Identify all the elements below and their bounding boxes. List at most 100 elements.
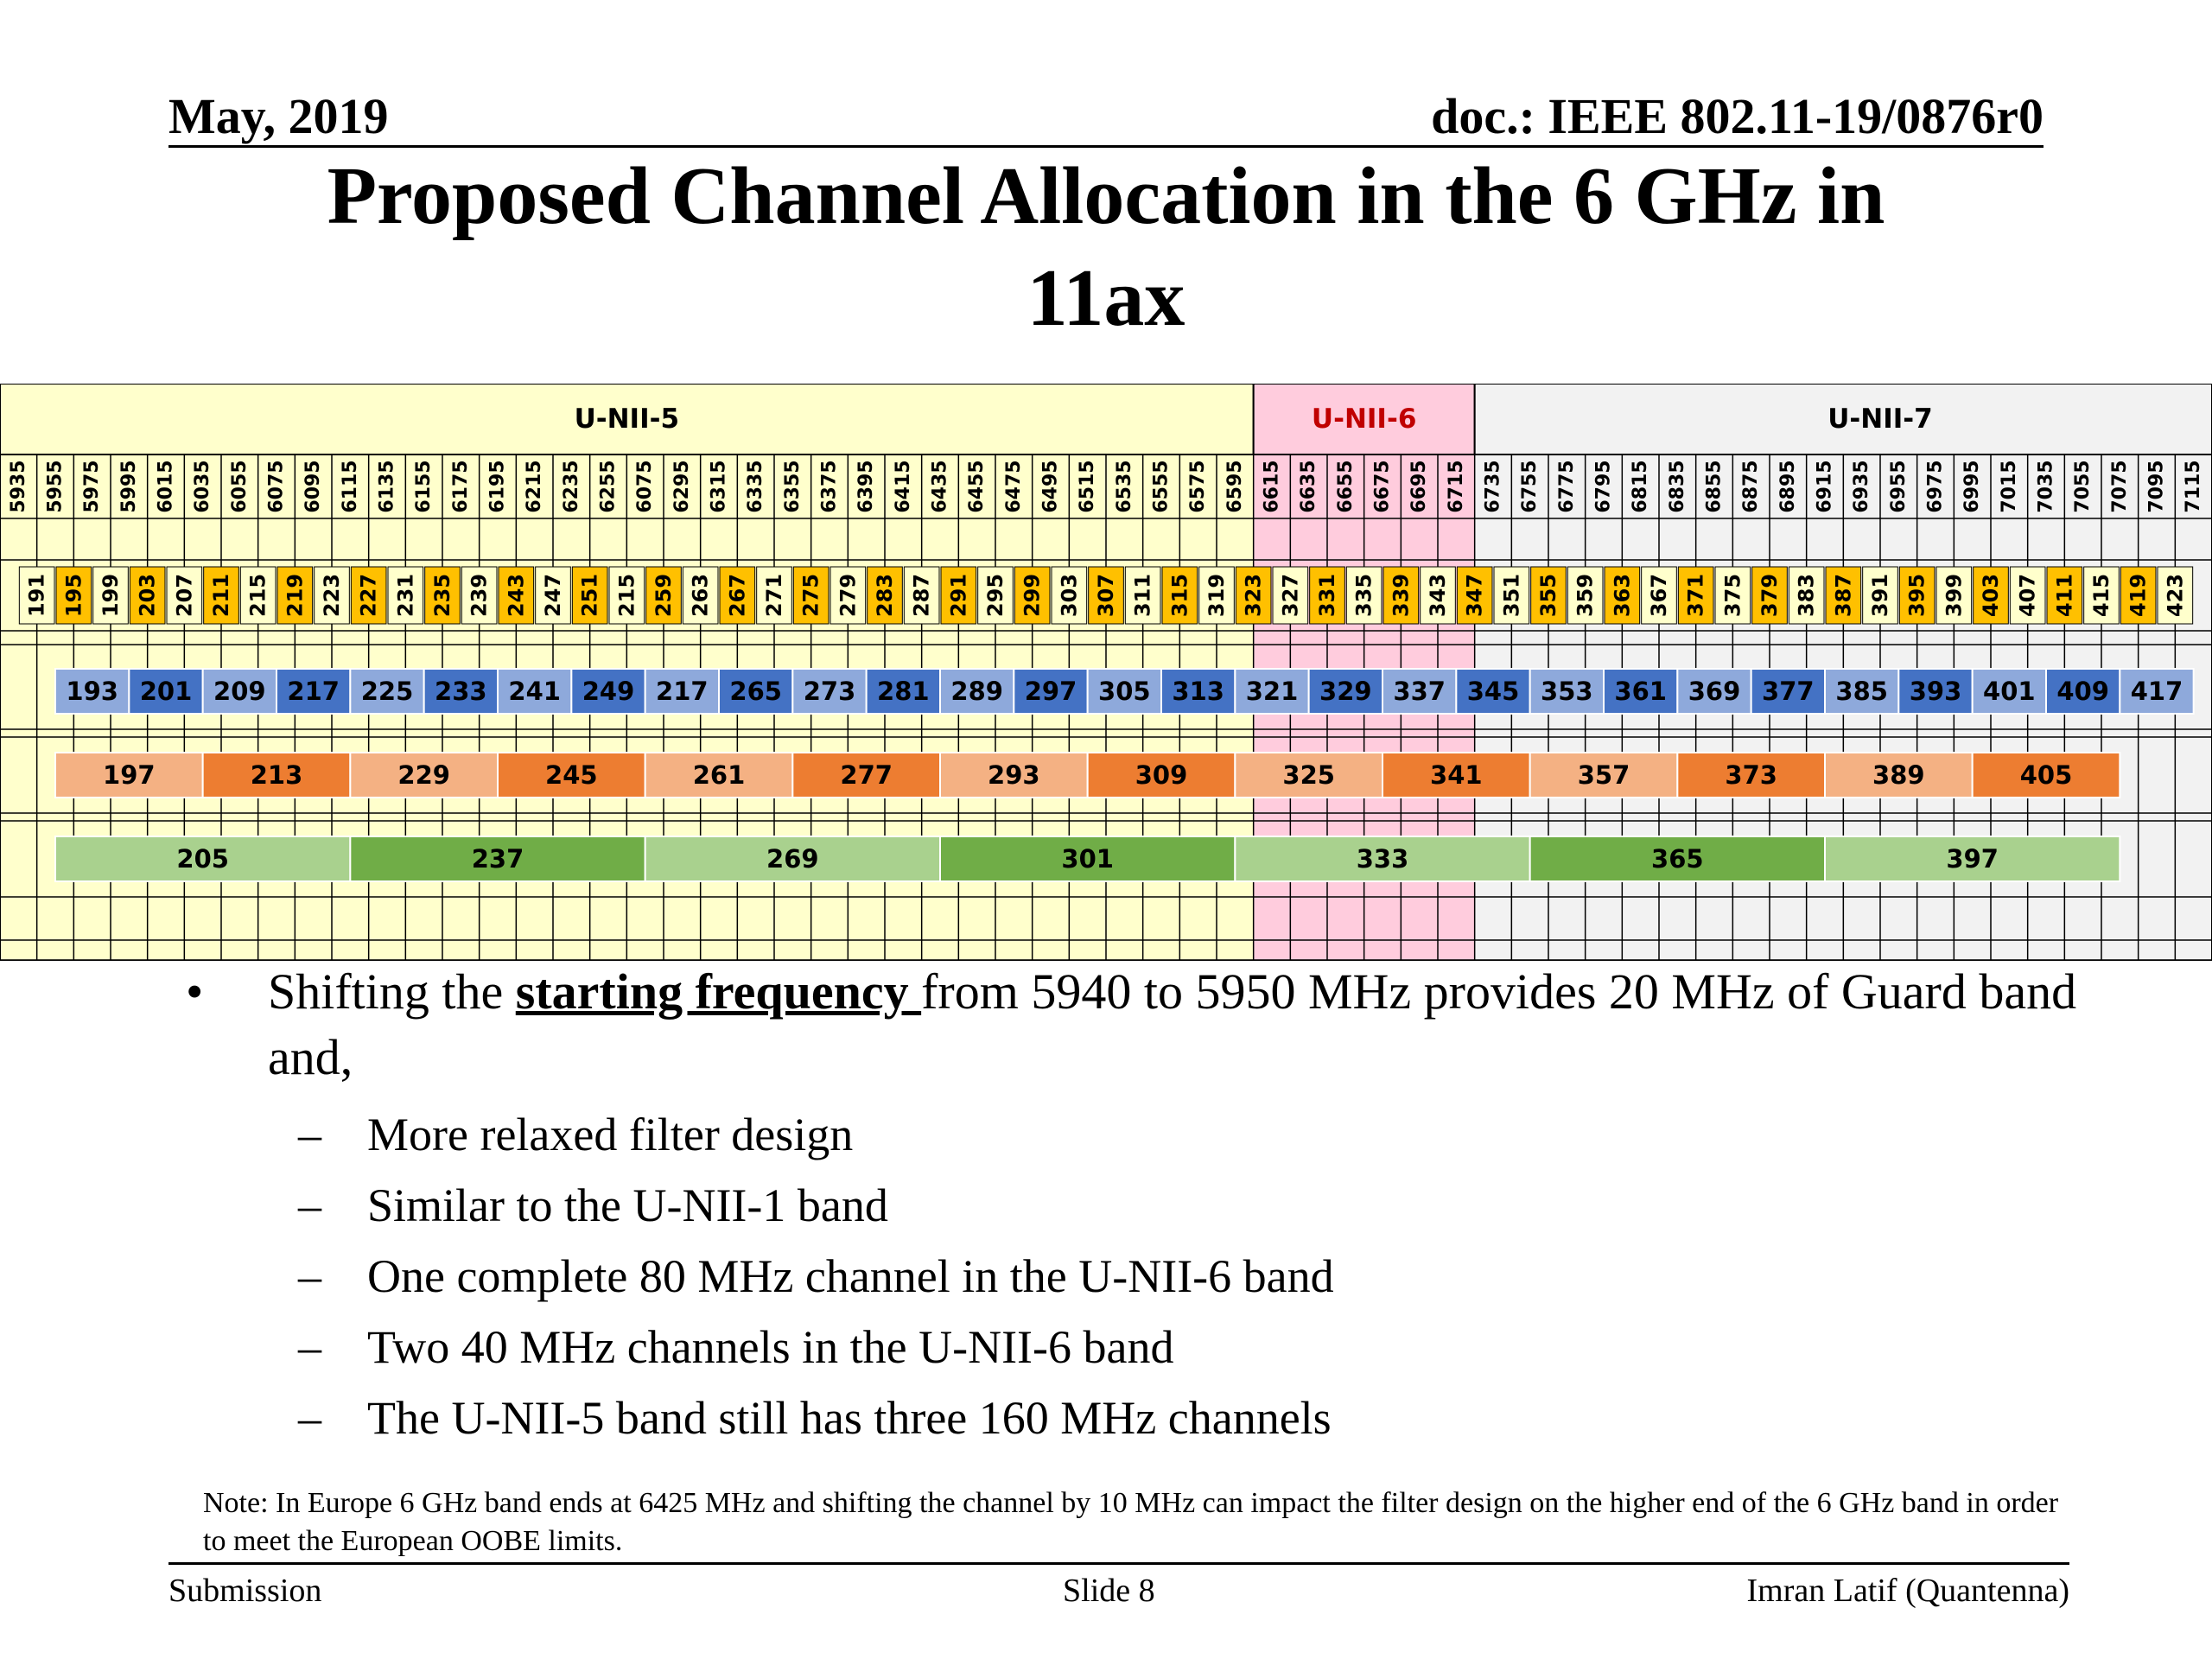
ch20-label: 235 [430,574,454,617]
freq-label: 6255 [598,460,620,512]
ch40-label: 401 [1983,677,2036,706]
ch20-cell [424,566,461,625]
ch20-cell [1161,566,1198,625]
band-label: U-NII-7 [1827,404,1933,435]
ch40-label: 217 [656,677,709,706]
ch40-cell [1750,668,1826,715]
ch20-cell [1456,566,1493,625]
freq-label: 6375 [819,460,841,512]
freq-label: 6075 [266,460,288,512]
freq-label: 7055 [2072,460,2094,512]
bullet-list: • Shifting the starting frequency from 5… [0,959,2212,1478]
ch20-cell [608,566,645,625]
ch20-cell [1272,566,1309,625]
freq-label: 6995 [1961,460,1983,512]
ch80-cell [54,752,204,798]
freq-label: 6675 [1372,460,1394,512]
freq-label: 6915 [1815,460,1836,512]
freq-label: 6635 [1298,460,1319,512]
ch20-cell [2157,566,2194,625]
freq-label: 6755 [1519,460,1541,512]
freq-label: 6095 [302,460,324,512]
ch20-label: 371 [1684,574,1708,617]
freq-label: 6395 [855,460,877,512]
ch80-cell [349,752,499,798]
ch40-label: 249 [582,677,635,706]
freq-label: 6975 [1925,460,1947,512]
ch20-label: 191 [25,574,49,617]
freq-label: 6055 [229,460,251,512]
ch40-cell [276,668,352,715]
ch20-label: 363 [1610,574,1634,617]
freq-label: 6735 [1483,460,1504,512]
ch160-label: 205 [176,844,229,874]
ch20-cell [1751,566,1788,625]
ch20-label: 279 [836,574,860,617]
freq-label: 6855 [1704,460,1726,512]
ch20-cell [1567,566,1604,625]
ch20-label: 391 [1868,574,1892,617]
ch20-cell [1677,566,1714,625]
freq-label: 6715 [1446,460,1467,512]
ch20-cell [498,566,535,625]
ch80-cell [1234,752,1384,798]
freq-label: 5975 [81,460,103,512]
ch20-cell [571,566,608,625]
ch20-cell [1235,566,1272,625]
ch20-cell [2120,566,2157,625]
ch20-cell [1604,566,1641,625]
ch20-cell [1862,566,1898,625]
ch20-label: 291 [946,574,970,617]
ch20-label: 307 [1094,574,1118,617]
ch40-cell [1603,668,1679,715]
ch20-label: 243 [504,574,528,617]
bullet-main-post: from 5940 to 5950 MHz provides 20 MHz of… [268,963,2077,1085]
ch20-label: 323 [1242,574,1266,617]
ch20-label: 239 [467,574,492,617]
ch20-cell [867,566,903,625]
ch80-label: 341 [1430,760,1483,790]
sub-bullet-1: More relaxed filter design [367,1109,854,1160]
ch160-cell [1529,836,1826,882]
ch80-cell [939,752,1089,798]
sub-dash: – [298,1321,321,1373]
ch20-cell [1345,566,1382,625]
ch20-label: 203 [136,574,160,617]
ch160-label: 269 [766,844,819,874]
ch20-cell [1493,566,1530,625]
ch40-cell [791,668,868,715]
ch80-label: 229 [397,760,450,790]
freq-label: 6895 [1777,460,1799,512]
ch40-label: 393 [1910,677,1962,706]
ch40-label: 297 [1025,677,1077,706]
ch20-cell [1124,566,1161,625]
freq-label: 6015 [156,460,177,512]
ch20-cell [203,566,239,625]
ch20-cell [1788,566,1825,625]
ch40-label: 409 [2056,677,2109,706]
ch80-label: 197 [103,760,156,790]
freq-label: 5995 [118,460,140,512]
ch20-label: 355 [1536,574,1560,617]
ch20-label: 215 [246,574,270,617]
freq-label: 6495 [1040,460,1062,512]
slide-title: Proposed Channel Allocation in the 6 GHz… [0,145,2212,349]
ch20-label: 415 [2089,574,2113,617]
ch80-cell [1971,752,2121,798]
ch40-cell [497,668,573,715]
bullet-main-highlight: starting frequency [515,963,922,1020]
freq-label: 6595 [1224,460,1246,512]
ch80-label: 389 [1872,760,1925,790]
ch20-label: 227 [357,574,381,617]
ch40-label: 361 [1614,677,1667,706]
ch40-cell [2119,668,2195,715]
sub-dash: – [298,1179,321,1231]
freq-label: 6075 [634,460,656,512]
ch20-label: 319 [1205,574,1229,617]
ch20-label: 267 [725,574,749,617]
ch160-label: 301 [1061,844,1114,874]
ch40-cell [1529,668,1605,715]
ch80-cell [497,752,646,798]
ch80-label: 309 [1135,760,1188,790]
freq-label: 7015 [1999,460,2020,512]
